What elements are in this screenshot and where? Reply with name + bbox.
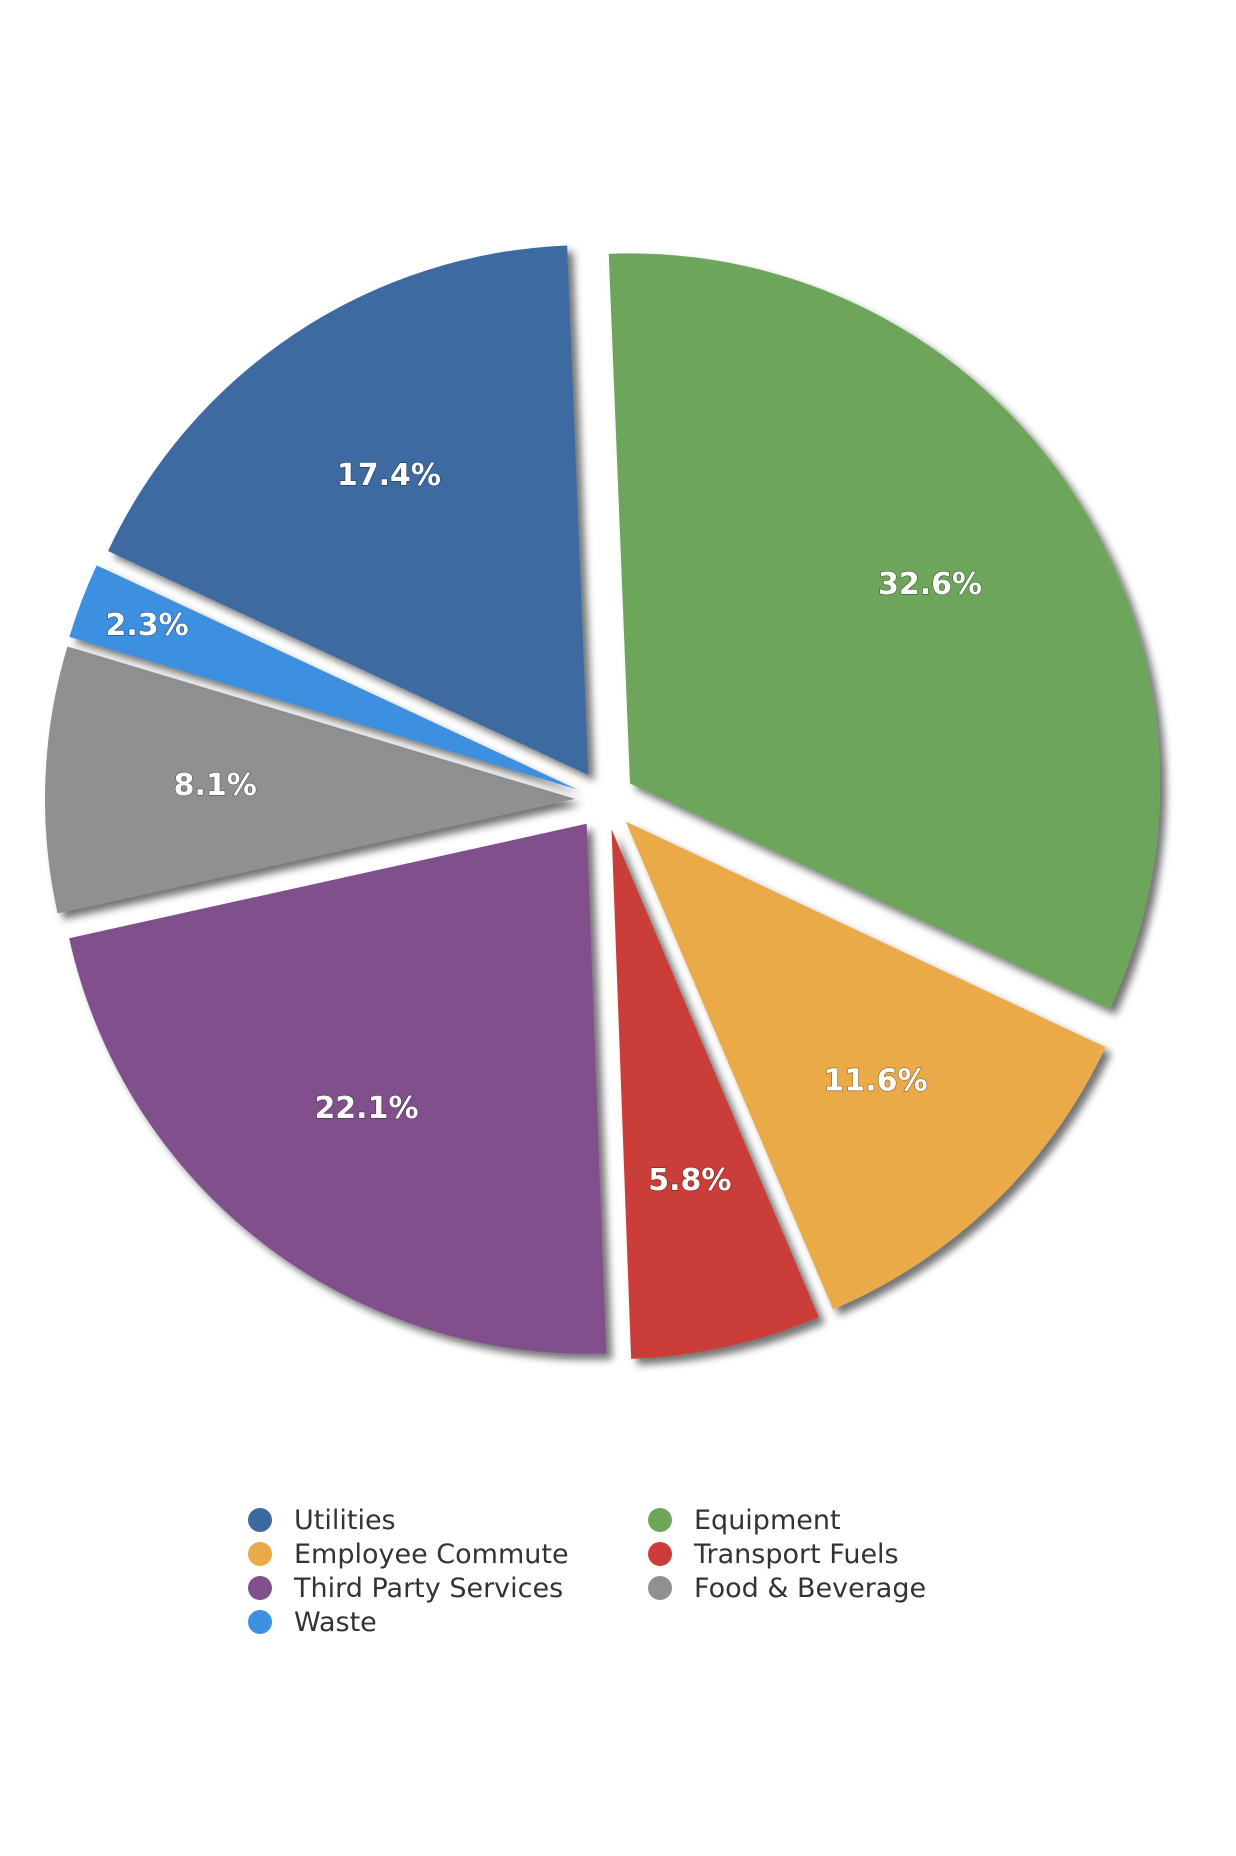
pie-slice-equipment [608,253,1160,1009]
legend-label-third-party-services: Third Party Services [294,1572,564,1604]
legend-swatch-third-party-services [248,1576,272,1600]
legend-label-food-and-beverage: Food & Beverage [694,1572,927,1604]
legend-item-utilities[interactable]: Utilities [248,1504,648,1536]
legend-swatch-food-and-beverage [648,1576,672,1600]
legend-label-equipment: Equipment [694,1504,841,1536]
data-label-employee-commute: 11.6% [823,1063,927,1098]
legend-item-equipment[interactable]: Equipment [648,1504,1008,1536]
data-label-waste: 2.3% [106,608,189,643]
data-label-equipment: 32.6% [878,567,982,602]
pie-slice-transport-fuels [611,829,819,1359]
legend-swatch-employee-commute [248,1542,272,1566]
legend-label-utilities: Utilities [294,1504,396,1536]
legend-item-transport-fuels[interactable]: Transport Fuels [648,1538,1008,1570]
legend-swatch-utilities [248,1508,272,1532]
data-label-utilities: 17.4% [337,458,441,493]
pie-slice-employee-commute [625,821,1106,1310]
chart-legend: Utilities Equipment Employee Commute Transp… [248,1504,1008,1638]
pie-slice-food-and-beverage [45,646,576,914]
data-label-food-and-beverage: 8.1% [174,768,257,803]
legend-swatch-equipment [648,1508,672,1532]
pie-slice-waste [69,565,577,790]
data-label-third-party-services: 22.1% [314,1091,418,1126]
legend-item-third-party-services[interactable]: Third Party Services [248,1572,648,1604]
legend-label-waste: Waste [294,1606,377,1638]
legend-label-employee-commute: Employee Commute [294,1538,569,1570]
pie-slice-utilities [108,245,589,776]
legend-swatch-transport-fuels [648,1542,672,1566]
data-label-transport-fuels: 5.8% [648,1163,731,1198]
legend-item-employee-commute[interactable]: Employee Commute [248,1538,648,1570]
legend-label-transport-fuels: Transport Fuels [694,1538,899,1570]
pie-slice-third-party-services [69,823,607,1354]
legend-item-food-and-beverage[interactable]: Food & Beverage [648,1572,1008,1604]
legend-swatch-waste [248,1610,272,1634]
legend-item-waste[interactable]: Waste [248,1606,648,1638]
